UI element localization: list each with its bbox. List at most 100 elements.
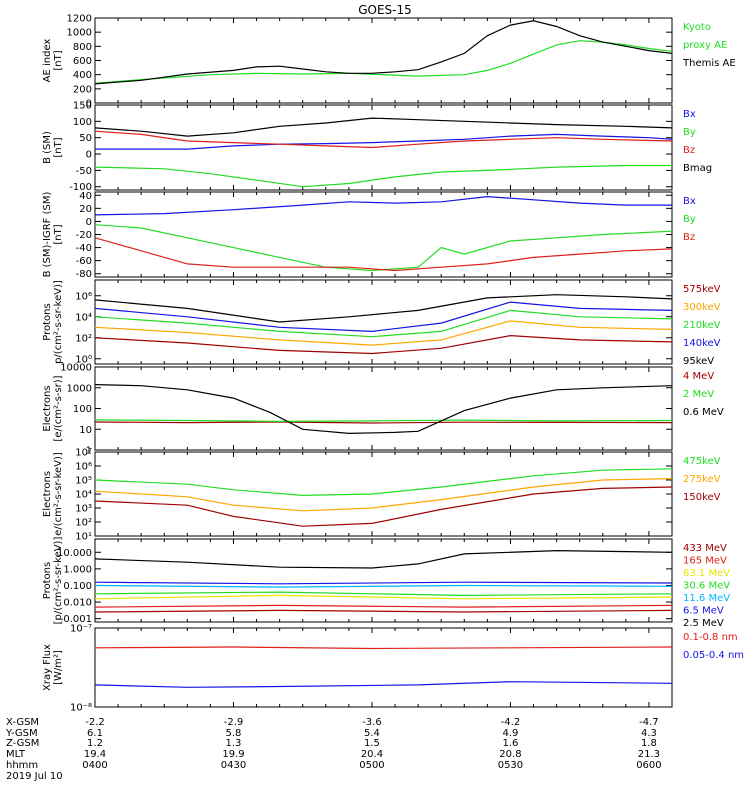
series-line-63-1-mev (95, 595, 672, 598)
x-table-value: 20.8 (499, 749, 521, 760)
y-axis-label: Electrons (42, 471, 53, 517)
y-tick-label: 50 (79, 133, 92, 144)
panel-4-frame (95, 280, 672, 364)
legend-label-themis-ae: Themis AE (682, 58, 736, 69)
legend-label-275kev: 275keV (683, 474, 721, 485)
y-tick-label: 10⁷ (75, 448, 92, 459)
x-table-value: 1.6 (502, 738, 518, 749)
y-tick-label: 10⁻⁷ (70, 624, 92, 635)
y-tick-label: 100 (73, 404, 92, 415)
panel-1-frame (95, 18, 672, 103)
series-line-4-mev (95, 422, 672, 423)
y-tick-label: 1.000 (63, 564, 92, 575)
y-tick-label: 600 (73, 56, 92, 67)
y-tick-label: 1000 (67, 383, 92, 394)
panel-2-frame (95, 105, 672, 190)
x-table-row-label: X-GSM (6, 717, 39, 728)
y-tick-label: 400 (73, 70, 92, 81)
x-table-value: 0600 (636, 760, 661, 771)
y-tick-label: -50 (76, 166, 92, 177)
y-tick-label: 0 (86, 150, 92, 161)
x-table-value: -4.7 (639, 717, 659, 728)
legend-label-0-6-mev: 0.6 MeV (683, 407, 724, 418)
legend-label-140kev: 140keV (683, 338, 721, 349)
series-line-0-6-mev (95, 385, 672, 434)
series-line-0-1-0-8-nm (95, 647, 672, 649)
legend-label-bz: Bz (683, 232, 695, 243)
y-tick-label: -60 (76, 256, 92, 267)
y-axis-label: [nT] (53, 224, 64, 244)
y-axis-label: AE index (42, 39, 53, 83)
y-tick-label: 10000 (60, 363, 92, 374)
series-line-300kev (95, 321, 672, 345)
panel-5: 110100100010000Electrons[e/(cm²-s-sr)]4 … (42, 363, 724, 457)
series-line-6-5-mev (95, 582, 672, 584)
x-table-value: 20.4 (361, 749, 383, 760)
panel-4: 10⁰10²10⁴10⁶Protonsp/(cm²-s-sr-keV)]575k… (42, 280, 721, 367)
panel-7: 0.0010.0100.1001.00010.000Protons[p/(cm²… (42, 537, 730, 629)
y-tick-label: 10⁵ (75, 476, 92, 487)
series-line-30-6-mev (95, 592, 672, 595)
legend-label-0-1-0-8-nm: 0.1-0.8 nm (683, 632, 738, 643)
series-line-0-05-0-4-nm (95, 682, 672, 688)
y-tick-label: 100 (73, 117, 92, 128)
y-tick-label: 40 (79, 191, 92, 202)
y-tick-label: 10¹ (75, 532, 92, 543)
series-line-433-mev (95, 610, 672, 612)
legend-label-bmag: Bmag (683, 163, 712, 174)
legend-label-by: By (683, 127, 696, 138)
x-table-value: 1.3 (226, 738, 242, 749)
series-line-165-mev (95, 605, 672, 607)
series-line-bz (95, 131, 672, 147)
y-tick-label: 1000 (67, 28, 92, 39)
legend-label-300kev: 300keV (683, 302, 721, 313)
series-line-2-5-mev (95, 551, 672, 568)
x-table-value: 1.5 (364, 738, 380, 749)
legend-label-bx: Bx (683, 109, 696, 120)
y-tick-label: -80 (76, 269, 92, 280)
x-table-value: -3.6 (362, 717, 382, 728)
x-table-value: 0430 (221, 760, 246, 771)
x-table-row-label: MLT (6, 749, 26, 760)
y-axis-label: Protons (42, 303, 53, 340)
x-table-value: -2.2 (85, 717, 105, 728)
y-axis-label: p/(cm²-s-sr-keV)] (53, 280, 64, 364)
series-line-bx (95, 197, 672, 215)
legend-label-2-mev: 2 MeV (683, 389, 714, 400)
y-axis-label: e/(cm²-s-sr-keV)] (53, 452, 64, 536)
x-table-value: 0500 (359, 760, 384, 771)
y-tick-label: 10 (79, 425, 92, 436)
x-table-value: -4.2 (501, 717, 521, 728)
legend-label-4-mev: 4 MeV (683, 371, 714, 382)
legend-label-433-mev: 433 MeV (683, 543, 727, 554)
x-axis-table: X-GSMY-GSMZ-GSMMLThhmm-2.26.11.219.40400… (5, 717, 662, 782)
x-table-value: 19.4 (84, 749, 106, 760)
panel-3: -80-60-40-2002040B (SM)-IGRF (SM)[nT]BxB… (42, 191, 696, 280)
legend-label-2-5-mev: 2.5 MeV (683, 618, 724, 629)
y-tick-label: 10⁴ (75, 312, 92, 323)
legend-label-bz: Bz (683, 145, 695, 156)
legend-label-by: By (683, 214, 696, 225)
x-table-value: 1.8 (641, 738, 657, 749)
panel-5-frame (95, 367, 672, 450)
series-line-11-6-mev (95, 586, 672, 588)
x-table-value: 0530 (498, 760, 523, 771)
x-table-value: 19.9 (222, 749, 244, 760)
legend-label-210kev: 210keV (683, 320, 721, 331)
legend-label-30-6-mev: 30.6 MeV (683, 581, 730, 592)
legend-label-95kev: 95keV (683, 356, 714, 367)
panel-3-frame (95, 192, 672, 277)
y-tick-label: 800 (73, 42, 92, 53)
y-axis-label: B (SM)-IGRF (SM) (42, 192, 53, 278)
y-tick-label: 10² (75, 518, 92, 529)
legend-label-575kev: 575keV (683, 284, 721, 295)
date-label: 2019 Jul 10 (6, 771, 63, 782)
legend-label-63-1-mev: 63.1 MeV (683, 568, 730, 579)
y-axis-label: [nT] (53, 137, 64, 157)
y-axis-label: [nT] (53, 50, 64, 70)
y-tick-label: 10³ (75, 504, 92, 515)
y-tick-label: 200 (73, 84, 92, 95)
x-table-row-label: hhmm (6, 760, 38, 771)
series-line-bmag (95, 118, 672, 136)
